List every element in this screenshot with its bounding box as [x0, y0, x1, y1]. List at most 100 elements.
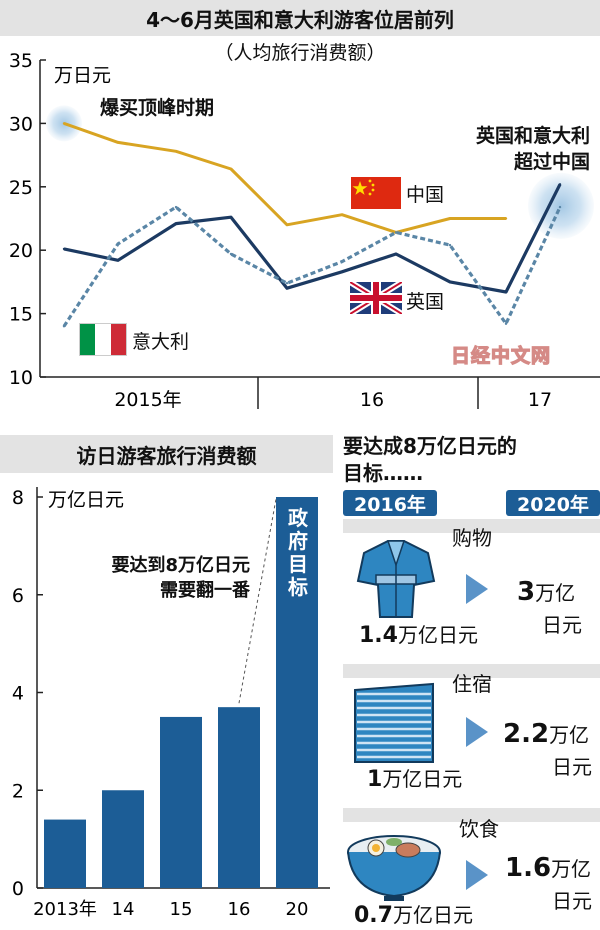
overtake-highlight-circle	[528, 172, 594, 239]
y-tick-label: 4	[12, 683, 24, 705]
data-point	[174, 205, 178, 209]
lodging-to-num: 2.2	[503, 719, 550, 749]
shopping-divider	[343, 519, 600, 533]
arrow-right-icon	[466, 574, 488, 604]
dining-to-unit1: 万亿	[551, 857, 592, 881]
year-to-badge: 2020年	[506, 490, 600, 516]
data-point	[448, 217, 452, 220]
x-category-label: 14	[112, 899, 135, 920]
shopping-from-unit: 万亿日元	[397, 623, 478, 647]
line-chart-title: 4～6月英国和意大利游客位居前列	[0, 0, 600, 36]
bar-chart: 0 2 4 6 8 万亿日元 2013年 14 15 16 20	[12, 487, 330, 920]
shopping-to-num: 3	[517, 577, 536, 607]
data-point	[558, 183, 562, 186]
data-point	[285, 287, 289, 290]
data-point	[116, 242, 120, 246]
dining-divider	[343, 808, 600, 822]
shopping-from-value: 1.4万亿日元	[359, 619, 478, 648]
data-point	[340, 260, 344, 263]
bar-16	[218, 707, 260, 888]
data-point	[340, 270, 344, 273]
y-tick-label: 2	[12, 780, 24, 802]
series-line-uk	[63, 183, 562, 294]
uk-flag-icon	[350, 282, 402, 314]
lodging-to-value: 2.2万亿	[503, 719, 589, 749]
uk-flag-cross	[350, 282, 402, 314]
y-tick-label: 20	[9, 240, 33, 262]
lodging-label: 住宿	[452, 672, 492, 696]
data-point	[229, 252, 233, 256]
goal-annotation: 要达到8万亿日元 需要翻一番	[60, 553, 250, 603]
china-series-label: 中国	[406, 184, 445, 206]
dining-to-unit2: 日元	[552, 889, 592, 913]
italy-flag-icon	[79, 323, 127, 356]
data-point	[62, 325, 66, 328]
x-category-label: 16	[228, 899, 251, 920]
dining-from-num: 0.7	[354, 903, 393, 928]
y-tick-label: 15	[9, 304, 33, 326]
goal-line1: 要达到8万亿日元	[111, 555, 250, 576]
china-flag-icon	[351, 177, 401, 209]
lodging-from-value: 1万亿日元	[367, 763, 462, 792]
lodging-divider	[343, 664, 600, 678]
data-point	[448, 243, 452, 247]
hotel-building-icon	[354, 682, 434, 763]
goal-line2: 需要翻一番	[160, 580, 250, 601]
shopping-from-num: 1.4	[359, 623, 398, 648]
shopping-to-value: 3万亿	[517, 577, 575, 607]
shopping-label: 购物	[452, 526, 492, 550]
lodging-from-num: 1	[367, 767, 383, 792]
peak-annotation: 爆买顶峰时期	[100, 97, 215, 119]
data-point	[229, 167, 233, 171]
data-point	[62, 247, 66, 251]
dining-from-value: 0.7万亿日元	[354, 899, 473, 928]
line-chart-subtitle: （人均旅行消费额）	[214, 42, 386, 64]
data-point	[62, 122, 66, 125]
watermark: 日经中文网	[450, 344, 552, 367]
china-flag-stars	[352, 179, 375, 196]
uk-series-label: 英国	[406, 291, 445, 313]
data-point	[116, 259, 120, 262]
goals-title: 要达成8万亿日元的 目标……	[343, 433, 517, 487]
shopping-to-unit1: 万亿	[535, 581, 576, 605]
y-tick-label: 0	[12, 878, 24, 900]
dining-label: 饮食	[459, 817, 499, 841]
x-year-label: 16	[360, 389, 384, 411]
data-point	[448, 280, 452, 284]
y-tick-label: 25	[9, 177, 33, 199]
data-point	[285, 281, 289, 285]
data-point	[174, 222, 178, 225]
lodging-from-unit: 万亿日元	[382, 767, 463, 791]
data-point	[504, 217, 508, 220]
data-point	[340, 213, 344, 216]
overtake-line2: 超过中国	[513, 151, 590, 173]
y-axis-unit: 万日元	[54, 65, 111, 87]
series-line-italy	[62, 205, 562, 328]
data-point	[229, 216, 233, 219]
x-year-label: 2015年	[114, 389, 181, 411]
data-point	[394, 252, 398, 256]
y-tick-label: 6	[12, 585, 24, 607]
lodging-to-unit2: 日元	[552, 755, 592, 779]
bar-20	[276, 497, 318, 888]
bar-2013年	[44, 819, 86, 888]
overtake-annotation: 英国和意大利 超过中国	[440, 123, 590, 175]
goals-title-line2: 目标……	[343, 461, 423, 485]
arrow-right-icon	[466, 860, 488, 890]
bar-14	[102, 790, 144, 888]
y-tick-label: 35	[9, 50, 33, 72]
year-from-badge: 2016年	[343, 490, 437, 516]
data-point	[394, 231, 398, 234]
overtake-line1: 英国和意大利	[475, 125, 590, 147]
data-point	[504, 322, 508, 325]
goals-title-line1: 要达成8万亿日元的	[343, 434, 517, 458]
data-point	[116, 141, 120, 144]
data-point	[174, 150, 178, 153]
x-category-label: 20	[286, 899, 309, 920]
y-axis-unit: 万亿日元	[48, 489, 124, 511]
bar-15	[160, 716, 202, 888]
x-category-label: 2013年	[33, 899, 97, 920]
ramen-bowl-icon	[347, 835, 441, 901]
shopping-to-unit2: 日元	[542, 613, 582, 637]
data-point	[285, 223, 289, 227]
